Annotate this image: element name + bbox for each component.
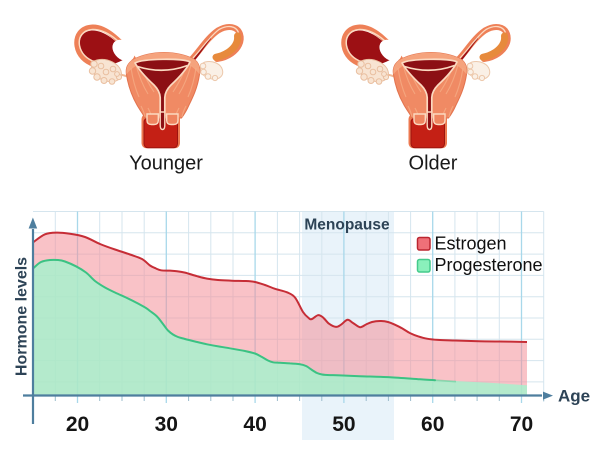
svg-text:Hormone levels: Hormone levels xyxy=(14,257,31,376)
svg-text:Progesterone: Progesterone xyxy=(435,255,543,275)
svg-text:Estrogen: Estrogen xyxy=(435,234,507,254)
svg-text:20: 20 xyxy=(66,413,89,436)
svg-text:30: 30 xyxy=(155,413,178,436)
svg-text:70: 70 xyxy=(510,413,533,436)
svg-text:Younger: Younger xyxy=(129,153,203,175)
svg-text:Older: Older xyxy=(409,153,458,175)
svg-text:Age: Age xyxy=(558,387,590,406)
svg-text:60: 60 xyxy=(421,413,444,436)
svg-text:50: 50 xyxy=(332,413,355,436)
svg-text:40: 40 xyxy=(243,413,266,436)
svg-text:Menopause: Menopause xyxy=(304,217,390,234)
